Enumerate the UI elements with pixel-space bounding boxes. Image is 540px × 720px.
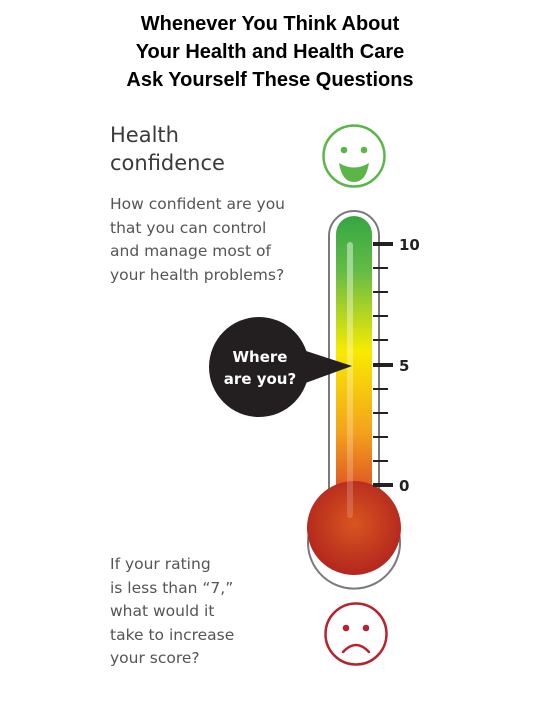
question-line-1: How confident are you [110,195,286,213]
prompt-line-2: is less than “7,” [110,578,234,597]
scale-label-5: 5 [399,357,409,375]
section-title: Health confidence [110,121,225,177]
question-line-3: and manage most of [110,242,271,260]
thermometer-fill [336,216,372,516]
title-line-2: confidence [110,151,225,175]
thermometer-shine [347,242,353,518]
title-line-1: Health [110,123,179,147]
prompt-line-1: If your rating [110,555,211,573]
question-line-2: that you can control [110,218,267,237]
prompt-line-5: your score? [110,649,200,667]
scale-ticks [373,242,393,487]
prompt-line-4: take to increase [110,625,235,644]
bubble-line-2: are you? [224,370,296,388]
scale-label-0: 0 [399,477,409,495]
header-line-1: Whenever You Think About [140,13,400,35]
question-line-4: your health problems? [110,265,285,284]
bubble-line-1: Where [233,348,288,366]
speech-bubble: Where are you? [209,317,352,417]
thermometer-bulb [307,481,401,575]
scale-label-10: 10 [399,236,420,254]
header-line-3: Ask Yourself These Questions [126,69,414,91]
page-header: Whenever You Think About Your Health and… [0,10,540,94]
thermometer [307,210,401,590]
smiley-face-icon [322,124,386,188]
sad-face-icon [324,602,388,666]
prompt-line-3: what would it [110,602,215,620]
confidence-question: How confident are you that you can contr… [110,193,285,287]
improvement-prompt: If your rating is less than “7,” what wo… [110,553,234,671]
header-line-2: Your Health and Health Care [135,41,405,63]
